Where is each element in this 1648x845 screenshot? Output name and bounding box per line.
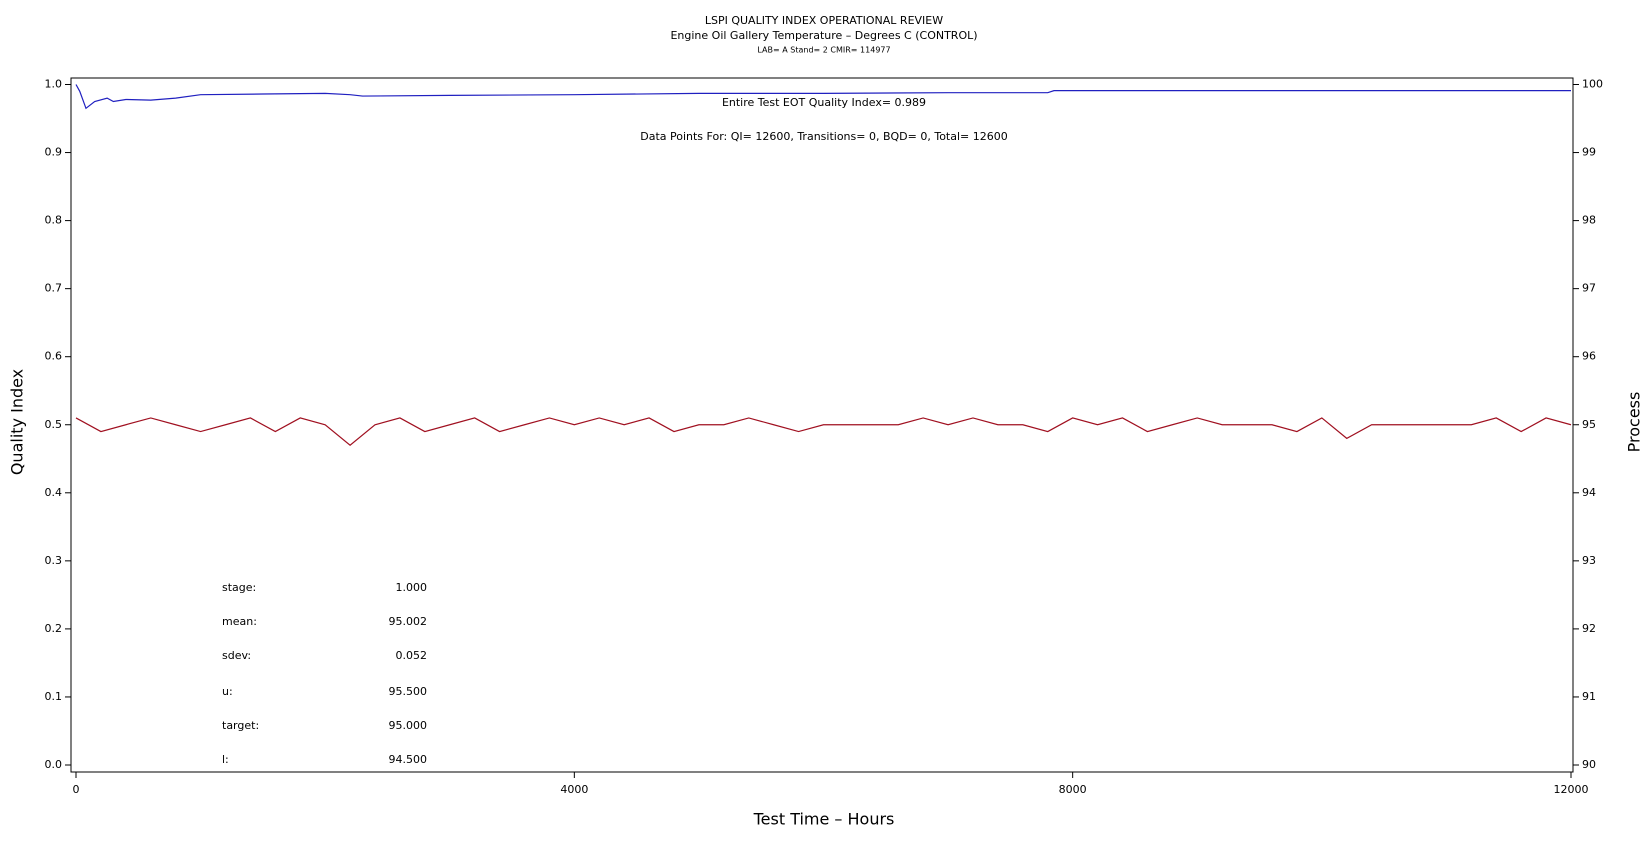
stat-label: mean: [222,615,257,628]
chart-subtitle: Engine Oil Gallery Temperature – Degrees… [670,29,977,42]
annotation: Entire Test EOT Quality Index= 0.989 [722,96,926,109]
x-tick-label: 0 [73,783,80,796]
y2-tick-label: 90 [1582,758,1596,771]
y-tick-label: 1.0 [45,78,63,91]
y-tick-label: 0.7 [45,282,63,295]
y-tick-label: 0.8 [45,214,63,227]
stat-value: 95.002 [389,615,428,628]
y-tick-label: 0.6 [45,350,63,363]
y2-tick-label: 97 [1582,282,1596,295]
x-tick-label: 12000 [1554,783,1589,796]
chart-note: LAB= A Stand= 2 CMIR= 114977 [757,46,890,55]
x-axis-label: Test Time – Hours [753,810,895,829]
annotation: Data Points For: QI= 12600, Transitions=… [640,130,1008,143]
stat-label: sdev: [222,649,251,662]
y-tick-label: 0.9 [45,146,63,159]
y2-tick-label: 92 [1582,622,1596,635]
x-tick-label: 8000 [1059,783,1087,796]
y-tick-label: 0.0 [45,758,63,771]
stat-value: 95.000 [389,719,428,732]
y2-tick-label: 91 [1582,690,1596,703]
stat-value: 0.052 [396,649,428,662]
chart-title: LSPI QUALITY INDEX OPERATIONAL REVIEW [705,14,943,27]
y2-tick-label: 93 [1582,554,1596,567]
y2-tick-label: 99 [1582,146,1596,159]
y-axis-label: Quality Index [8,369,27,475]
y-tick-label: 0.4 [45,486,63,499]
stat-label: l: [222,753,229,766]
x-tick-label: 4000 [560,783,588,796]
y-tick-label: 0.5 [45,418,63,431]
y2-axis-label: Process [1625,392,1644,453]
y2-tick-label: 96 [1582,350,1596,363]
y2-tick-label: 95 [1582,418,1596,431]
stat-value: 1.000 [396,581,428,594]
y-tick-label: 0.3 [45,554,63,567]
stat-value: 94.500 [389,753,428,766]
stat-label: target: [222,719,259,732]
stat-value: 95.500 [389,685,428,698]
y2-tick-label: 98 [1582,214,1596,227]
stat-label: u: [222,685,233,698]
data-line [75,84,1571,110]
y-tick-label: 0.2 [45,622,63,635]
data-line [75,417,1572,446]
y2-tick-label: 94 [1582,486,1596,499]
y2-tick-label: 100 [1582,78,1603,91]
y-tick-label: 0.1 [45,690,63,703]
stat-label: stage: [222,581,256,594]
